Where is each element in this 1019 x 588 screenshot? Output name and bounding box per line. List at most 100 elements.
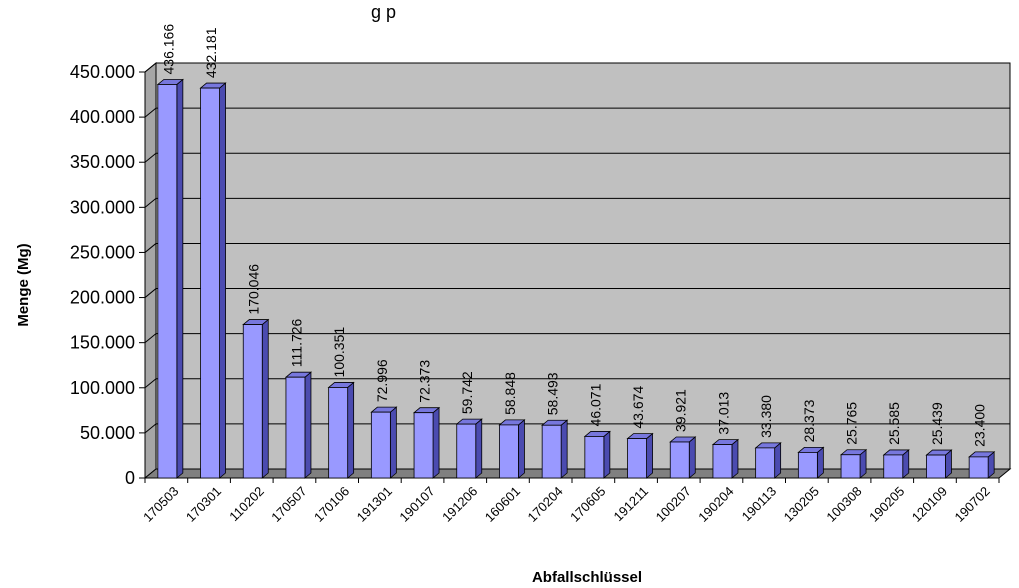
bar — [413, 412, 434, 479]
x-tick-label: 160601 — [482, 484, 523, 525]
bar — [840, 454, 861, 479]
data-label: 58.848 — [502, 372, 518, 415]
bar-side — [176, 78, 184, 479]
y-tick-label: 0 — [125, 468, 135, 488]
x-tick-label: 190113 — [739, 484, 780, 525]
bar — [157, 84, 178, 479]
x-tick-label: 170507 — [268, 484, 309, 525]
x-tick-label: 110202 — [226, 484, 267, 525]
x-tick-label: 170204 — [524, 484, 565, 525]
data-label: 100.351 — [331, 327, 347, 378]
gridline-side — [144, 333, 157, 344]
bar — [541, 424, 562, 479]
data-label: 25.765 — [844, 402, 860, 445]
chart-title: g p — [371, 2, 396, 22]
x-tick-label: 191211 — [611, 484, 652, 525]
x-tick-label: 190205 — [866, 484, 907, 525]
data-label: 436.166 — [160, 24, 176, 75]
bar — [328, 387, 349, 479]
x-tick-label: 170605 — [567, 484, 608, 525]
data-label: 58.493 — [545, 372, 561, 415]
bars-group — [156, 78, 996, 479]
bar — [797, 452, 818, 479]
bar-side — [389, 406, 397, 479]
bar — [712, 444, 733, 479]
bar-side — [603, 430, 611, 479]
bar — [627, 438, 647, 479]
bar-side — [475, 418, 483, 479]
bar — [370, 411, 391, 479]
y-tick-label: 300.000 — [70, 197, 135, 217]
y-tick-label: 200.000 — [70, 288, 135, 308]
bar — [285, 376, 306, 479]
data-label: 37.013 — [715, 392, 731, 435]
x-tick-label: 100308 — [823, 484, 864, 525]
bar — [499, 424, 519, 479]
bar — [242, 324, 263, 479]
gridline-side — [144, 288, 157, 298]
bar-side — [304, 371, 312, 479]
bar — [883, 454, 904, 479]
gridline-side — [144, 62, 157, 73]
y-axis-title: Menge (Mg) — [15, 243, 32, 326]
plot-floor — [143, 468, 1012, 479]
x-tick-label: 190204 — [695, 484, 736, 525]
x-tick-label: 170301 — [183, 484, 224, 525]
data-label: 170.046 — [246, 264, 262, 315]
data-label: 72.373 — [417, 360, 433, 403]
bar-side — [261, 318, 269, 479]
plot-area — [139, 61, 1012, 483]
bar-side — [774, 442, 782, 479]
data-label: 25.585 — [886, 402, 902, 445]
gridline-side — [144, 107, 157, 118]
y-tick-label: 150.000 — [70, 333, 135, 353]
x-axis-title: Abfallschlüssel — [532, 569, 642, 586]
plot-back-wall — [155, 62, 1011, 470]
bar-side — [560, 419, 568, 479]
x-tick-label: 190107 — [396, 484, 437, 525]
y-tick-label: 350.000 — [70, 152, 135, 172]
data-label: 46.071 — [587, 383, 603, 426]
gridline-side — [144, 152, 157, 163]
data-label: 111.726 — [288, 318, 304, 367]
bar — [968, 456, 989, 479]
y-tick-label: 400.000 — [70, 107, 135, 127]
data-label: 72.996 — [374, 359, 390, 402]
x-tick-label: 120109 — [909, 484, 950, 525]
x-tick-label: 191301 — [354, 484, 395, 525]
x-tick-label: 100207 — [653, 484, 694, 525]
data-label: 39.921 — [673, 389, 689, 432]
x-tick-label: 130205 — [781, 484, 822, 525]
data-label: 43.674 — [630, 386, 646, 429]
data-label: 59.742 — [459, 371, 475, 414]
bar — [926, 454, 946, 479]
bar-side — [646, 432, 653, 479]
data-label: 25.439 — [929, 402, 945, 445]
data-label: 432.181 — [203, 27, 219, 78]
gridline-side — [144, 197, 157, 208]
bar-side — [518, 419, 525, 479]
bar-side — [688, 436, 696, 479]
gridline-side — [144, 378, 157, 389]
data-label: 28.373 — [801, 399, 817, 442]
y-tick-label: 450.000 — [70, 62, 135, 82]
y-tick-label: 50.000 — [80, 423, 135, 443]
bar — [200, 87, 220, 479]
bar-side — [219, 82, 226, 479]
data-label: 33.380 — [758, 395, 774, 438]
x-tick-label: 170503 — [140, 484, 181, 525]
plot-side-wall — [144, 61, 157, 480]
bar — [584, 436, 605, 479]
gridline-side — [144, 243, 157, 253]
bar-side — [432, 406, 440, 479]
bar-side — [731, 438, 739, 479]
bar — [755, 447, 776, 479]
bar-side — [347, 381, 355, 479]
y-tick-label: 100.000 — [70, 378, 135, 398]
x-tick-label: 191206 — [439, 484, 480, 525]
data-label: 23.400 — [972, 404, 988, 447]
x-tick-label: 170106 — [311, 484, 352, 525]
bar — [669, 441, 690, 479]
y-tick-label: 250.000 — [70, 242, 135, 262]
